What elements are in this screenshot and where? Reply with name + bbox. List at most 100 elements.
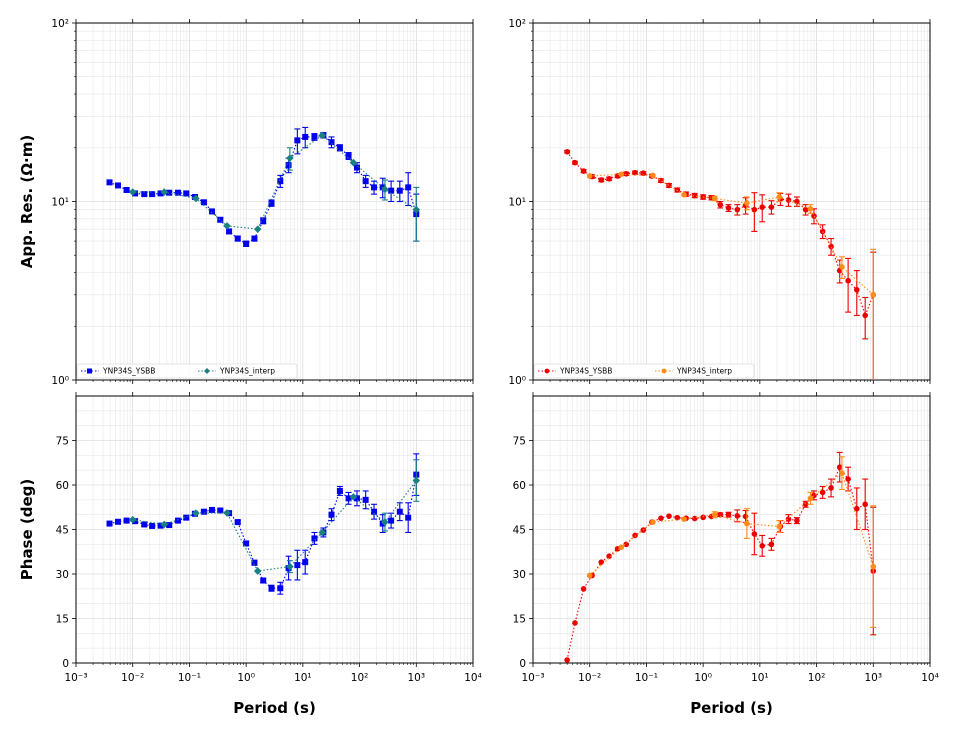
y-tick-label: 75: [56, 436, 69, 448]
data-point: [870, 292, 877, 298]
data-point: [839, 264, 845, 270]
data-point: [412, 476, 421, 485]
x-tick-label: 10⁻¹: [178, 672, 201, 684]
data-point: [819, 228, 826, 235]
data-point: [666, 513, 672, 519]
y-tick-label: 45: [56, 525, 69, 537]
y-axis: 10⁰ 10¹ 10²: [51, 18, 76, 387]
data-point: [711, 511, 718, 518]
data-point: [586, 173, 593, 179]
data-point: [711, 195, 718, 202]
y-tick-label: 30: [513, 569, 526, 581]
y-tick-label: 0: [62, 658, 69, 670]
data-point: [580, 168, 587, 174]
chart-panel-top-right: 10⁰ 10¹ 10² YNP34S_YSBB YNP34S_interp: [508, 18, 931, 387]
y-tick-label: 10⁰: [508, 375, 526, 387]
y-tick-label: 15: [56, 614, 69, 626]
data-point: [208, 506, 215, 513]
y-tick-label: 45: [513, 525, 526, 537]
x-tick-label: 10¹: [294, 672, 312, 684]
data-point: [285, 162, 292, 169]
data-point: [286, 562, 294, 571]
data-point: [234, 519, 241, 526]
data-point: [166, 189, 173, 196]
data-point: [700, 514, 706, 521]
series-line: [589, 472, 874, 576]
data-point: [405, 184, 412, 191]
data-point: [870, 563, 877, 570]
legend-label: YNP34S_interp: [676, 367, 732, 376]
data-point: [572, 159, 578, 166]
data-point: [260, 217, 267, 224]
y-tick-label: 15: [513, 614, 526, 626]
data-point: [294, 137, 301, 144]
y-tick-label: 10²: [51, 18, 69, 30]
data-point: [106, 179, 113, 186]
series-line: [589, 173, 874, 296]
data-point: [623, 170, 630, 177]
data-point: [336, 144, 343, 151]
data-point: [345, 495, 352, 502]
data-point: [853, 505, 860, 512]
plot-area: [564, 148, 877, 380]
x-axis: [532, 19, 931, 384]
data-point: [217, 507, 224, 514]
data-point: [192, 194, 200, 203]
plot-area: [106, 126, 421, 247]
data-point: [572, 620, 578, 626]
data-point: [328, 139, 335, 146]
data-point: [853, 287, 860, 293]
data-point: [742, 513, 749, 520]
y-tick-label: 10¹: [51, 197, 69, 209]
x-axis: 10⁻³ 10⁻² 10⁻¹ 10⁰ 10¹ 10² 10³ 10⁴: [521, 392, 939, 684]
data-point: [208, 208, 215, 215]
data-point: [785, 516, 792, 522]
x-tick-label: 10⁻¹: [635, 672, 658, 684]
series-line: [109, 474, 417, 589]
data-point: [371, 508, 378, 515]
x-tick-label: 10⁻²: [121, 672, 144, 684]
data-point: [807, 206, 814, 212]
data-point: [388, 187, 395, 194]
y-axis: 10⁰ 10¹ 10²: [508, 18, 533, 387]
x-tick-label: 10⁰: [694, 672, 712, 684]
data-point: [268, 585, 275, 592]
legend-marker: [87, 368, 92, 374]
data-point: [302, 559, 309, 566]
data-point: [632, 169, 638, 176]
data-point: [564, 657, 570, 663]
data-point: [759, 543, 766, 549]
legend: YNP34S_YSBB YNP34S_interp: [76, 363, 298, 379]
grid: [76, 23, 473, 380]
data-point: [836, 464, 843, 471]
data-point: [336, 487, 343, 494]
data-point: [349, 493, 358, 501]
y-tick-label: 75: [513, 436, 526, 448]
data-point: [802, 206, 809, 213]
data-point: [192, 509, 200, 517]
series-line: [132, 480, 417, 572]
data-point: [371, 184, 378, 191]
data-point: [381, 185, 389, 194]
x-tick-label: 10¹: [751, 672, 769, 684]
x-tick-label: 10⁻³: [64, 672, 87, 684]
data-point: [759, 204, 766, 210]
data-point: [564, 148, 570, 155]
grid: [533, 23, 930, 380]
data-point: [691, 515, 698, 522]
data-point: [618, 544, 625, 551]
data-point: [223, 222, 231, 230]
data-point: [674, 514, 681, 521]
data-point: [381, 518, 389, 526]
data-point: [226, 228, 233, 235]
data-point: [200, 199, 207, 206]
data-point: [586, 572, 593, 579]
data-point: [640, 170, 647, 177]
data-point: [123, 517, 130, 524]
series-1: [586, 171, 877, 380]
data-point: [744, 200, 750, 206]
chart-panel-bottom-right: 10⁻³ 10⁻² 10⁻¹ 10⁰ 10¹ 10² 10³ 10⁴ 0 15 30 45 60 75 Pe…: [513, 392, 939, 717]
data-point: [123, 186, 130, 193]
data-point: [650, 519, 656, 525]
